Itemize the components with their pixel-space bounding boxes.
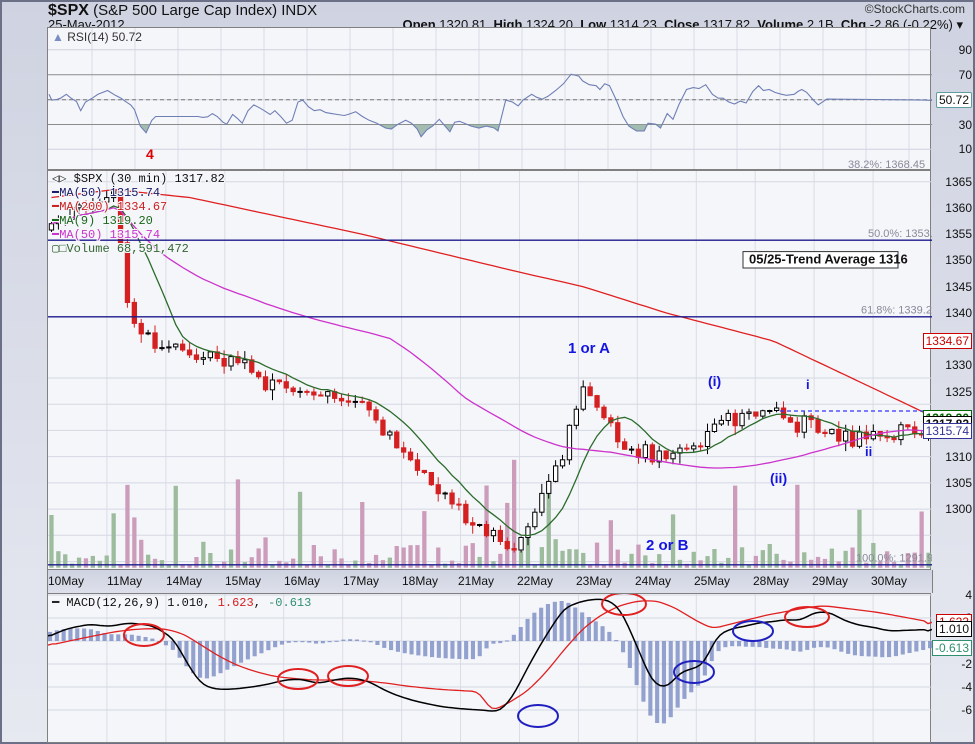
svg-text:05/25-Trend Average 1316: 05/25-Trend Average 1316: [749, 252, 908, 267]
svg-text:ii: ii: [865, 444, 872, 459]
svg-text:50.0%: 1353.85: 50.0%: 1353.85: [868, 228, 932, 240]
svg-text:100.0%: 1291.98: 100.0%: 1291.98: [856, 553, 932, 565]
svg-text:(i): (i): [708, 373, 721, 389]
svg-text:i: i: [806, 377, 810, 392]
svg-text:1 or A: 1 or A: [568, 340, 610, 357]
svg-text:61.8%: 1339.25: 61.8%: 1339.25: [861, 305, 932, 317]
svg-text:(ii): (ii): [770, 470, 787, 486]
svg-text:2 or B: 2 or B: [646, 537, 689, 554]
svg-text:38.2%: 1368.45: 38.2%: 1368.45: [848, 159, 925, 169]
